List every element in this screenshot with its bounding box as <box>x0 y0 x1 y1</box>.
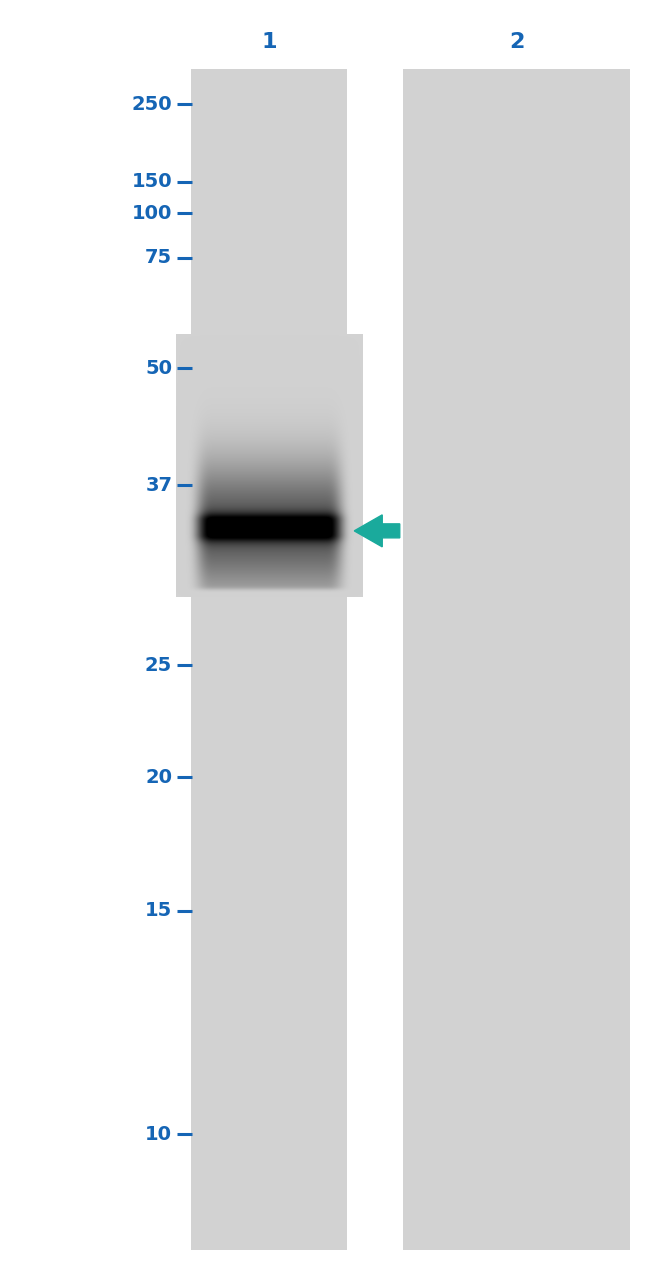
Text: 20: 20 <box>145 768 172 786</box>
Text: 2: 2 <box>509 32 525 52</box>
Text: 50: 50 <box>145 359 172 377</box>
Text: 25: 25 <box>145 657 172 674</box>
Text: 37: 37 <box>145 476 172 494</box>
Text: 75: 75 <box>145 249 172 267</box>
Text: 250: 250 <box>131 95 172 113</box>
Text: 1: 1 <box>262 32 278 52</box>
Text: 15: 15 <box>145 902 172 919</box>
Text: 100: 100 <box>132 204 172 222</box>
Text: 10: 10 <box>145 1125 172 1143</box>
Text: 150: 150 <box>131 173 172 190</box>
FancyArrow shape <box>354 514 400 547</box>
